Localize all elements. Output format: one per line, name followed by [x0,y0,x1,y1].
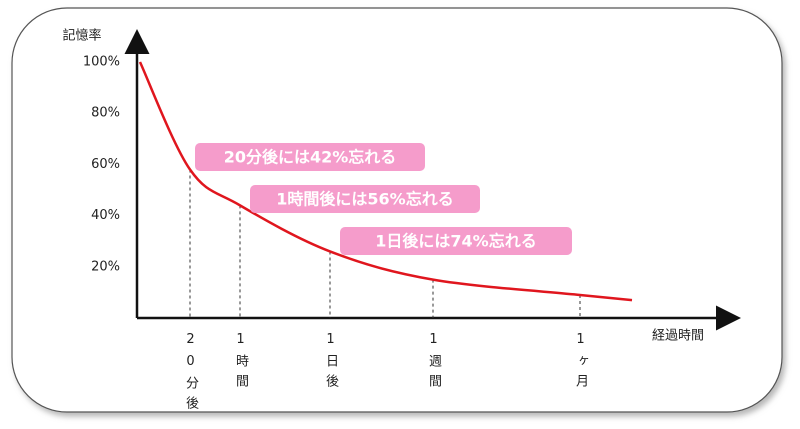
annotation-box [195,143,425,171]
x-tick-label: 1日後 [323,332,338,394]
y-axis-label: 記憶率 [62,28,101,44]
y-tick-label: 80% [91,106,120,121]
y-tick-label: 100% [83,55,120,70]
line [138,61,633,302]
annotation: 1時間後には56%忘れる [276,190,453,209]
y-tick-label: 60% [91,157,120,172]
x-tick-label: 1時間 [233,332,248,394]
y-tick-label: 40% [91,208,120,223]
y-tick-label: 20% [91,259,120,274]
x-tick-label: 1週間 [426,332,441,394]
x-axis-label: 経過時間 [652,329,704,344]
x-tick-label: 20分後 [183,332,198,416]
annotation: 20分後には42%忘れる [224,148,397,167]
annotation-box [340,227,572,255]
annotation-box [250,185,480,213]
annotation: 1日後には74%忘れる [375,232,536,251]
x-tick-label: 1ヶ月 [573,332,588,394]
